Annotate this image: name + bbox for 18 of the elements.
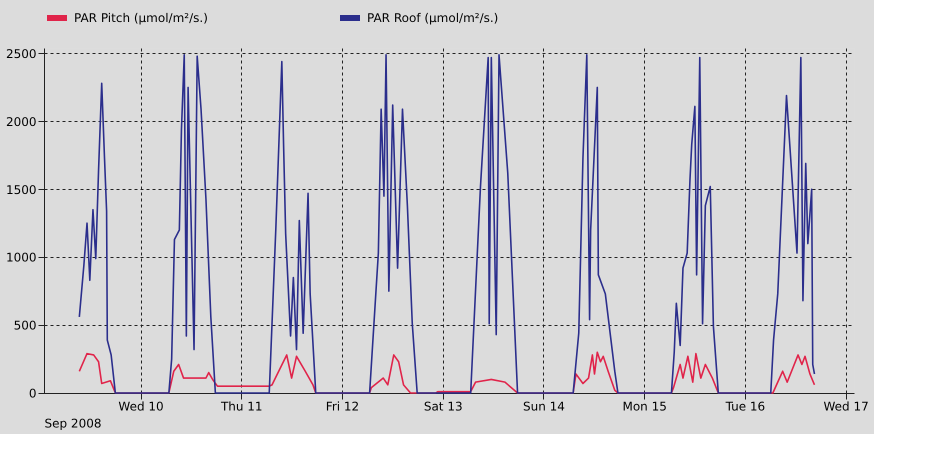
line-series <box>78 54 816 394</box>
x-tick-label: Mon 15 <box>622 400 667 414</box>
x-tick-label: Sun 14 <box>522 400 565 414</box>
y-tick-label: 1000 <box>6 250 36 265</box>
y-tick-label: 2000 <box>6 114 36 129</box>
y-tick-label: 1500 <box>6 182 36 197</box>
y-tick-label: 0 <box>28 386 36 400</box>
x-tick-label: Fri 12 <box>326 400 360 414</box>
legend-label: PAR Roof (µmol/m²/s.) <box>367 11 498 25</box>
x-tick-label: Tue 16 <box>724 400 766 414</box>
legend-label: PAR Pitch (µmol/m²/s.) <box>74 11 208 25</box>
x-tick-label: Wed 10 <box>118 400 164 414</box>
y-tick-label: 500 <box>14 318 36 333</box>
x-tick-label: Thu 11 <box>220 400 263 414</box>
x-tick-label: Wed 17 <box>823 400 869 414</box>
y-tick-label: 2500 <box>6 46 36 61</box>
x-axis-title: Sep 2008 <box>44 416 102 430</box>
x-tick-label: Sat 13 <box>424 400 463 414</box>
